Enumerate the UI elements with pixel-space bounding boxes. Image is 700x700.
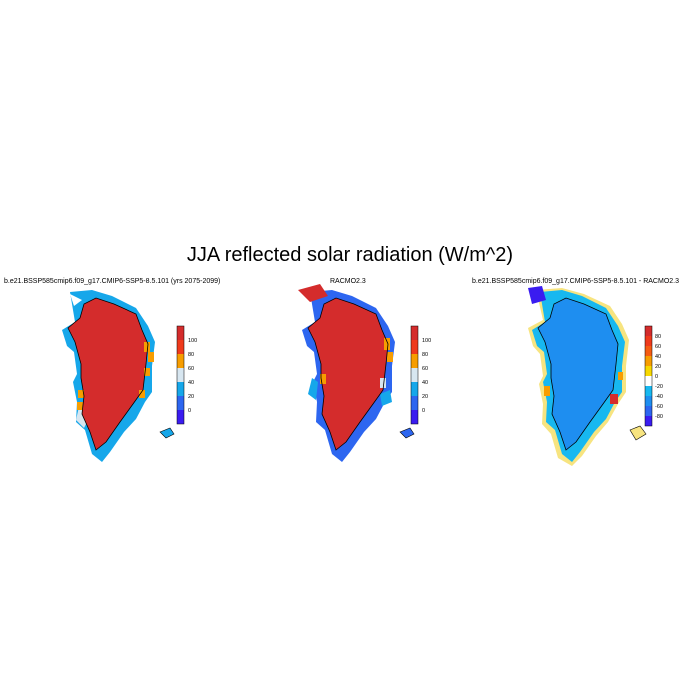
colorbar-label: -20 <box>655 384 663 390</box>
colorbar-bin <box>177 368 184 382</box>
edge-cell <box>380 378 386 388</box>
panel-1-title: b.e21.BSSP585cmip6.f09_g17.CMIP6-SSP5-8.… <box>4 278 221 285</box>
ice-sheet-interior <box>538 298 618 450</box>
colorbar-bin <box>645 396 652 406</box>
colorbar-bin <box>411 396 418 410</box>
colorbar-label: 20 <box>188 394 194 400</box>
colorbar-bin <box>411 410 418 424</box>
gap <box>70 294 82 306</box>
colorbar-label: 40 <box>188 380 194 386</box>
island <box>630 426 646 440</box>
greenland-map <box>528 286 647 466</box>
colorbar-bin <box>645 416 652 426</box>
edge-cell <box>144 368 150 376</box>
colorbar-label: -80 <box>655 414 663 420</box>
edge-cell <box>610 394 618 404</box>
colorbar-label: 20 <box>422 394 428 400</box>
colorbar: 100 80 60 40 20 0 <box>176 325 197 425</box>
colorbar-label: 40 <box>422 380 428 386</box>
colorbar-bin <box>645 386 652 396</box>
colorbar-label: 0 <box>655 374 658 380</box>
colorbar-bin <box>177 354 184 368</box>
colorbar: 100 80 60 40 20 0 <box>410 325 431 425</box>
colorbar-bin <box>177 410 184 424</box>
panel-3-map: 80 60 40 20 0 -20 -40 -60 -80 <box>528 286 663 466</box>
colorbar-label: 100 <box>422 338 431 344</box>
edge-cell <box>139 390 145 398</box>
colorbar-label: 0 <box>422 408 425 414</box>
colorbar-label: 60 <box>422 366 428 372</box>
edge-cell <box>78 390 84 398</box>
figure-title: JJA reflected solar radiation (W/m^2) <box>186 244 514 266</box>
edge-cell <box>320 374 326 384</box>
colorbar-label: 20 <box>655 364 661 370</box>
coastline <box>67 297 149 451</box>
colorbar-frame <box>644 325 653 427</box>
colorbar-bin <box>411 340 418 354</box>
colorbar-bin <box>177 340 184 354</box>
colorbar-label: -40 <box>655 394 663 400</box>
ice-sheet-interior <box>68 298 148 450</box>
colorbar-bin <box>411 368 418 382</box>
greenland-map <box>62 290 175 462</box>
coastline <box>307 297 389 451</box>
colorbar-bin <box>645 356 652 366</box>
colorbar-label: 80 <box>655 334 661 340</box>
panel-1-map: 100 80 60 40 20 0 <box>62 290 197 462</box>
colorbar-label: 80 <box>422 352 428 358</box>
colorbar-label: -60 <box>655 404 663 410</box>
coastline-island <box>629 425 647 441</box>
colorbar-bin <box>411 354 418 368</box>
panel-2-map: 100 80 60 40 20 0 <box>298 284 431 462</box>
coastline <box>537 297 619 451</box>
coastal-patch <box>308 378 318 400</box>
edge-cell <box>387 352 393 362</box>
colorbar-bin <box>177 326 184 340</box>
colorbar: 80 60 40 20 0 -20 -40 -60 -80 <box>644 325 663 427</box>
ice-sheet-interior <box>308 298 388 450</box>
colorbar-label: 60 <box>655 344 661 350</box>
colorbar-bin <box>411 326 418 340</box>
edge-cell <box>77 402 83 410</box>
coastline-island <box>159 427 175 439</box>
colorbar-bin <box>645 326 652 336</box>
coastal-patch <box>380 390 392 406</box>
colorbar-frame <box>176 325 185 425</box>
edge-cell <box>618 372 623 380</box>
colorbar-bin <box>645 346 652 356</box>
panel-2-title: RACMO2.3 <box>330 278 366 285</box>
colorbar-bin <box>177 382 184 396</box>
colorbar-bin <box>645 406 652 416</box>
colorbar-bin <box>411 382 418 396</box>
colorbar-bin <box>645 336 652 346</box>
edge-cell <box>544 386 550 396</box>
colorbar-bin <box>645 366 652 376</box>
edge-cell <box>384 338 390 350</box>
edge-cell <box>148 352 154 362</box>
coastline-island <box>399 427 415 439</box>
greenland-map <box>298 284 415 462</box>
colorbar-label: 100 <box>188 338 197 344</box>
colorbar-bin <box>645 376 652 386</box>
edge-cell <box>144 342 150 352</box>
colorbar-label: 0 <box>188 408 191 414</box>
colorbar-label: 60 <box>188 366 194 372</box>
north-cells <box>298 284 328 302</box>
colorbar-label: 40 <box>655 354 661 360</box>
north-cells <box>528 286 546 304</box>
colorbar-label: 80 <box>188 352 194 358</box>
colorbar-bin <box>177 396 184 410</box>
colorbar-frame <box>410 325 419 425</box>
panel-3-title: b.e21.BSSP585cmip6.f09_g17.CMIP6-SSP5-8.… <box>472 278 679 285</box>
